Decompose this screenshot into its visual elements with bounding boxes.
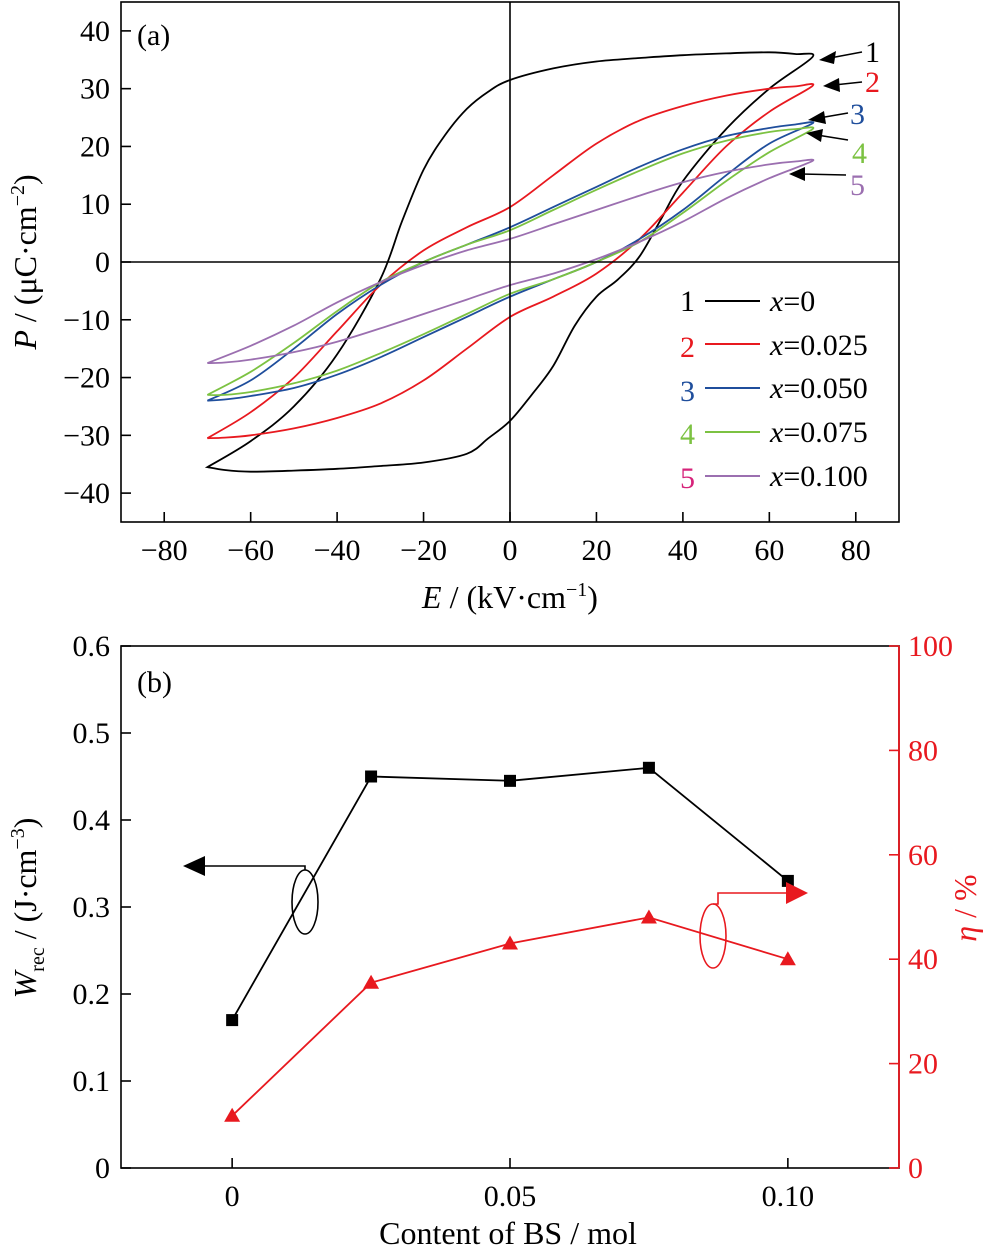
legend-value: =0 [783, 285, 815, 318]
y-tick-label-right: 20 [908, 1048, 938, 1081]
legend-num: 1 [680, 285, 695, 318]
y-tick-label-a: 20 [80, 130, 110, 163]
hysteresis-chart: −80 −60 −40 −20 0 20 40 60 80 −40 −30 −20 −10 0 10 20 30… [7, 1, 900, 615]
x-tick-label-a: 60 [754, 534, 784, 567]
legend-value: =0.050 [783, 372, 867, 405]
pe-loop-5 [207, 158, 815, 364]
y-axis-title-right: η / % [947, 874, 983, 941]
x-tick-label-a: −60 [227, 534, 274, 567]
y-tick-label-a: −30 [63, 419, 110, 452]
y-tick-label-right: 60 [908, 839, 938, 872]
svg-text:x=0.025: x=0.025 [769, 329, 868, 362]
curve-label-2: 2 [865, 66, 880, 99]
eta-point [502, 935, 518, 950]
x-tick-label-a: −80 [141, 534, 188, 567]
legend-entry-3: 3 x=0.050 [680, 372, 868, 408]
storage-series [224, 761, 796, 1122]
legend-entry-2: 2 x=0.025 [680, 329, 868, 364]
legend-var: x [769, 329, 784, 362]
curve-label-5: 5 [850, 169, 865, 202]
x-tick-label-a: 80 [841, 534, 871, 567]
svg-text:x=0.050: x=0.050 [769, 372, 868, 405]
legend-entry-1: 1 x=0 [680, 285, 815, 318]
legend-entry-4: 4 x=0.075 [680, 416, 868, 451]
y-tick-label-a: −20 [63, 362, 110, 395]
curve-label-3: 3 [850, 98, 865, 131]
x-tick-label-a: −20 [400, 534, 447, 567]
legend-num: 4 [680, 418, 695, 451]
y-tick-label-a: 10 [80, 188, 110, 221]
svg-text:x=0: x=0 [769, 285, 815, 318]
legend-a: 1 x=0 2 x=0.025 3 x=0.050 4 x=0.075 5 [680, 285, 868, 495]
legend-value: =0.025 [783, 329, 867, 362]
eta-point [779, 951, 796, 966]
y-tick-label-left: 0.2 [73, 978, 111, 1011]
y-tick-label-left: 0.4 [73, 804, 111, 837]
panel-label-b: (b) [137, 666, 172, 699]
right-axis-indicator [699, 882, 808, 969]
y-tick-label-a: 40 [80, 15, 110, 48]
svg-text:x=0.100: x=0.100 [769, 460, 868, 493]
wrec-point [226, 1014, 239, 1027]
y-tick-label-right: 80 [908, 734, 938, 767]
legend-num: 3 [680, 375, 695, 408]
legend-value: =0.100 [783, 460, 867, 493]
x-tick-label-a: 0 [503, 534, 518, 567]
eta-point [224, 1107, 241, 1122]
legend-entry-5: 5 x=0.100 [680, 460, 868, 495]
svg-text:x=0.075: x=0.075 [769, 416, 868, 449]
wrec-point [781, 874, 794, 887]
y-axis-title-a: P / (μC·cm−2) [7, 174, 43, 350]
y-tick-label-left: 0.3 [73, 891, 111, 924]
left-axis-indicator [183, 856, 319, 935]
y-tick-label-left: 0.5 [73, 717, 111, 750]
legend-var: x [769, 460, 784, 493]
y-tick-label-right: 100 [908, 630, 953, 663]
x-tick-label-a: 20 [581, 534, 611, 567]
wrec-point [365, 770, 378, 783]
y-tick-label-right: 40 [908, 943, 938, 976]
legend-num: 2 [680, 331, 695, 364]
legend-var: x [769, 416, 784, 449]
axis-ticks-a: −80 −60 −40 −20 0 20 40 60 80 −40 −30 −20 −10 0 10 20 30… [63, 15, 871, 567]
x-axis-title-b: Content of BS / mol [379, 1215, 637, 1250]
y-tick-label-left: 0.1 [73, 1065, 111, 1098]
wrec-point [504, 774, 516, 787]
y-tick-label-left: 0.6 [73, 630, 111, 663]
axis-ticks-b: 0 0.05 0.10 0 0.1 0.2 0.3 0.4 0.5 0.6 0 20 40 60 80 100 [73, 630, 954, 1213]
y-tick-label-a: 30 [80, 73, 110, 106]
panel-label-a: (a) [137, 19, 170, 52]
pe-loop-2 [206, 83, 815, 440]
legend-num: 5 [680, 462, 695, 495]
y-tick-label-a: −10 [63, 304, 110, 337]
x-axis-title-a: E / (kV·cm−1) [421, 579, 598, 615]
y-tick-label-left: 0 [95, 1152, 110, 1185]
legend-value: =0.075 [783, 416, 867, 449]
x-tick-label-b: 0 [225, 1180, 240, 1213]
y-tick-label-right: 0 [908, 1152, 923, 1185]
wrec-point [642, 761, 655, 774]
x-tick-label-a: 40 [668, 534, 698, 567]
energy-storage-chart: 0 0.05 0.10 0 0.1 0.2 0.3 0.4 0.5 0.6 0 20 40 60 80 100… [7, 630, 983, 1250]
eta-point [363, 974, 380, 989]
x-tick-label-b: 0.05 [484, 1180, 537, 1213]
wrec-line [231, 766, 789, 1021]
x-tick-label-b: 0.10 [762, 1180, 815, 1213]
x-tick-label-a: −40 [314, 534, 361, 567]
curve-label-1: 1 [865, 36, 880, 69]
curve-label-4: 4 [852, 137, 867, 170]
y-tick-label-a: −40 [63, 477, 110, 510]
legend-var: x [769, 372, 784, 405]
legend-var: x [769, 285, 784, 318]
plot-frame-b [120, 645, 900, 1169]
curve-annotations: 1 2 3 4 5 [789, 36, 880, 202]
y-axis-title-left: Wrec / (J·cm−3) [7, 818, 49, 999]
y-tick-label-a: 0 [95, 246, 110, 279]
eta-point [640, 909, 657, 924]
